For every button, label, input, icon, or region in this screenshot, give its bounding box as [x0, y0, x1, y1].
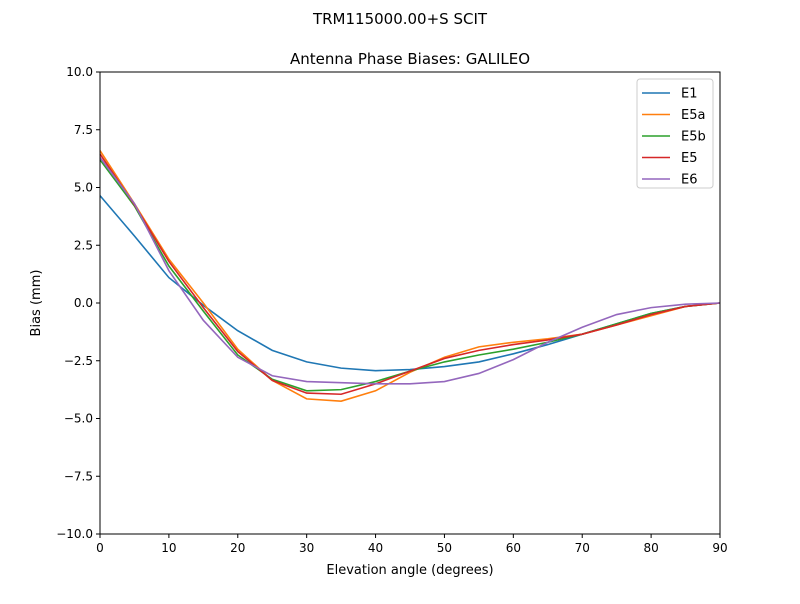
y-tick-label: −5.0	[64, 412, 93, 426]
x-tick-label: 50	[437, 541, 452, 555]
x-tick-label: 20	[230, 541, 245, 555]
series-line-e5b	[99, 159, 721, 392]
y-tick-label: 10.0	[66, 65, 93, 79]
x-axis-label: Elevation angle (degrees)	[326, 563, 493, 578]
chart-suptitle: TRM115000.00+S SCIT	[312, 10, 488, 28]
x-tick-label: 80	[643, 541, 658, 555]
x-tick-label: 0	[96, 541, 104, 555]
legend-label-e6: E6	[681, 173, 698, 188]
x-tick-label: 60	[506, 541, 521, 555]
series-line-e6	[99, 156, 721, 385]
series-line-e5a	[99, 150, 721, 402]
y-tick-label: 2.5	[74, 238, 93, 252]
plot-frame	[99, 71, 721, 535]
y-tick-label: −7.5	[64, 469, 93, 483]
legend-label-e1: E1	[681, 87, 698, 102]
series-line-e5	[99, 153, 721, 396]
legend-label-e5: E5	[681, 151, 698, 166]
y-tick-label: 7.5	[74, 123, 93, 137]
series-line-e1	[99, 195, 721, 372]
y-tick-label: −2.5	[64, 354, 93, 368]
x-tick-label: 40	[368, 541, 383, 555]
x-tick-label: 30	[299, 541, 314, 555]
y-axis-label: Bias (mm)	[29, 270, 44, 337]
x-tick-label: 90	[712, 541, 727, 555]
x-tick-label: 70	[575, 541, 590, 555]
legend-label-e5a: E5a	[681, 108, 705, 123]
y-tick-label: 0.0	[74, 296, 93, 310]
legend-label-e5b: E5b	[681, 130, 706, 145]
legend-box	[636, 78, 714, 189]
y-tick-label: 5.0	[74, 181, 93, 195]
chart-title: Antenna Phase Biases: GALILEO	[290, 50, 530, 68]
x-tick-label: 10	[161, 541, 176, 555]
y-tick-label: −10.0	[56, 527, 93, 541]
legend: E1 E5a E5b E5 E6	[636, 78, 714, 189]
